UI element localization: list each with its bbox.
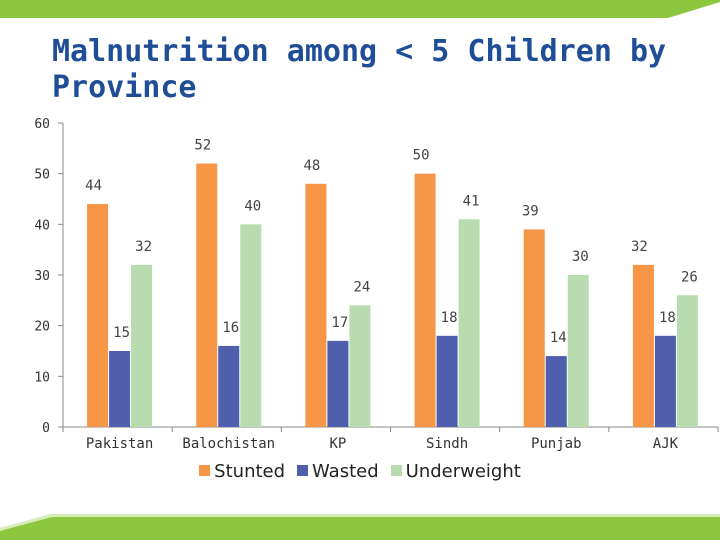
x-tick-label: Punjab: [531, 436, 582, 452]
data-label: 32: [135, 239, 152, 255]
data-label: 52: [194, 138, 211, 154]
legend-item-wasted: Wasted: [297, 461, 379, 482]
bar-underweight-kp: [349, 305, 371, 427]
legend-item-underweight: Underweight: [390, 461, 521, 482]
data-label: 18: [659, 310, 676, 326]
bar-chart: 0 10 20 30 40 50 60 Pakistan Balochistan KP Sindh P…: [34, 117, 719, 452]
bar-wasted-ajk: [654, 335, 676, 427]
bar-stunted-punjab: [523, 229, 545, 427]
y-tick-label: 60: [34, 117, 50, 132]
data-label: 16: [222, 320, 239, 336]
bar-layer: [87, 163, 698, 428]
bar-wasted-balochistan: [218, 345, 240, 427]
bar-underweight-punjab: [567, 275, 589, 427]
x-tick-label: Pakistan: [86, 436, 153, 452]
slide-title: Malnutrition among < 5 Children by Provi…: [52, 34, 667, 105]
legend-item-stunted: Stunted: [199, 461, 285, 482]
data-label: 32: [631, 239, 648, 255]
data-label: 39: [522, 203, 539, 219]
data-label: 14: [550, 330, 567, 346]
bar-stunted-balochistan: [196, 163, 218, 428]
x-tick-label: KP: [329, 436, 346, 452]
bar-stunted-ajk: [632, 264, 654, 427]
bar-wasted-pakistan: [109, 351, 131, 427]
bar-stunted-sindh: [414, 173, 436, 427]
data-label: 41: [463, 193, 480, 209]
x-tick-label: AJK: [653, 436, 679, 452]
bar-wasted-sindh: [436, 335, 458, 427]
y-tick-label: 20: [34, 320, 50, 335]
y-tick-label: 50: [34, 168, 50, 183]
data-label: 18: [441, 310, 458, 326]
bar-wasted-punjab: [545, 356, 567, 427]
legend-label: Wasted: [312, 461, 379, 482]
data-label: 40: [244, 198, 261, 214]
top-decorative-bar: [0, 0, 720, 18]
y-tick-label: 0: [42, 421, 50, 436]
bottom-decorative-bar: [0, 514, 720, 540]
axis-layer: 0 10 20 30 40 50 60 Pakistan Balochistan KP Sindh P…: [34, 117, 719, 452]
y-tick-label: 10: [34, 370, 50, 385]
data-label: 15: [113, 325, 130, 341]
data-label-layer: 44 15 32 52 16 40 48 17 24 50 18 41 39 14 30 32 18 26: [85, 138, 698, 347]
legend-label: Underweight: [405, 461, 521, 482]
bar-stunted-pakistan: [87, 204, 109, 427]
bar-underweight-ajk: [676, 295, 698, 427]
data-label: 48: [303, 158, 320, 174]
data-label: 50: [413, 148, 430, 164]
data-label: 44: [85, 178, 102, 194]
chart-legend: Stunted Wasted Underweight: [0, 461, 720, 482]
legend-swatch: [199, 465, 211, 476]
y-tick-label: 40: [34, 218, 50, 233]
legend-swatch: [390, 465, 402, 476]
bar-wasted-kp: [327, 340, 349, 427]
x-tick-label: Balochistan: [182, 436, 275, 452]
x-tick-label: Sindh: [426, 436, 468, 452]
y-tick-label: 30: [34, 269, 50, 284]
bar-underweight-sindh: [458, 219, 480, 427]
legend-swatch: [297, 465, 309, 476]
data-label: 17: [331, 315, 348, 331]
data-label: 26: [681, 269, 698, 285]
bar-underweight-balochistan: [240, 224, 262, 427]
data-label: 24: [353, 279, 370, 295]
bar-underweight-pakistan: [131, 264, 153, 427]
data-label: 30: [572, 249, 589, 265]
legend-label: Stunted: [214, 461, 286, 482]
bar-stunted-kp: [305, 183, 327, 427]
